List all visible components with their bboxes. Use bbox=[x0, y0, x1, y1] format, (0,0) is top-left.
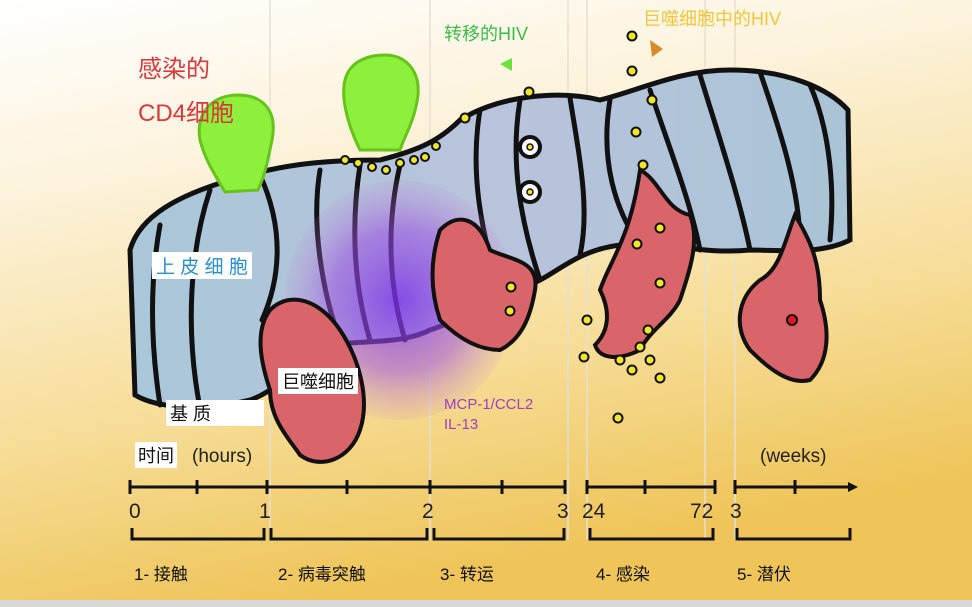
stage-virological-synapse: 2- 病毒突触 bbox=[278, 565, 366, 584]
infected-cd4-label: 感染的 CD4细胞 bbox=[138, 48, 234, 136]
stage-infection: 4- 感染 bbox=[596, 565, 650, 584]
hiv-in-macrophage-label: 巨噬细胞中的HIV bbox=[643, 9, 782, 29]
tick-label: 72 bbox=[690, 500, 714, 523]
infected-cd4-label-line1: 感染的 bbox=[138, 56, 210, 83]
macrophage-hiv-arrow bbox=[650, 40, 663, 57]
tick-label: 0 bbox=[129, 500, 141, 523]
chemokine-label-1: MCP-1/CCL2 bbox=[444, 396, 534, 413]
hiv-virions bbox=[340, 30, 666, 424]
transferred-hiv-label: 转移的HIV bbox=[444, 24, 529, 44]
infected-cd4-label-line2: CD4细胞 bbox=[138, 100, 235, 127]
cell-boundaries bbox=[150, 69, 835, 411]
hours-unit-label: (hours) bbox=[192, 446, 253, 467]
chemokine-label-2: IL-13 bbox=[444, 416, 479, 433]
timeline-axis bbox=[128, 480, 852, 541]
matrix-label: 基 质 bbox=[166, 400, 264, 426]
stage-latency: 5- 潜伏 bbox=[737, 565, 791, 584]
infected-cd4-cells bbox=[197, 53, 420, 194]
tick-label: 2 bbox=[422, 500, 434, 523]
transferred-hiv-arrow bbox=[500, 58, 512, 71]
tick-label: 24 bbox=[582, 500, 606, 523]
chemokine-label: MCP-1/CCL2 IL-13 bbox=[444, 395, 533, 435]
tick-label: 1 bbox=[259, 500, 271, 523]
bottom-bar bbox=[0, 600, 972, 607]
tick-label: 3 bbox=[557, 500, 569, 523]
epithelial-cells-label: 上 皮 细 胞 bbox=[152, 252, 252, 279]
stage-contact: 1- 接触 bbox=[134, 565, 188, 584]
time-label: 时间 bbox=[135, 442, 177, 468]
tick-label: 3 bbox=[730, 500, 742, 523]
weeks-unit-label: (weeks) bbox=[760, 446, 827, 467]
stage-transport: 3- 转运 bbox=[440, 565, 494, 584]
macrophage-label: 巨噬细胞 bbox=[278, 368, 358, 394]
